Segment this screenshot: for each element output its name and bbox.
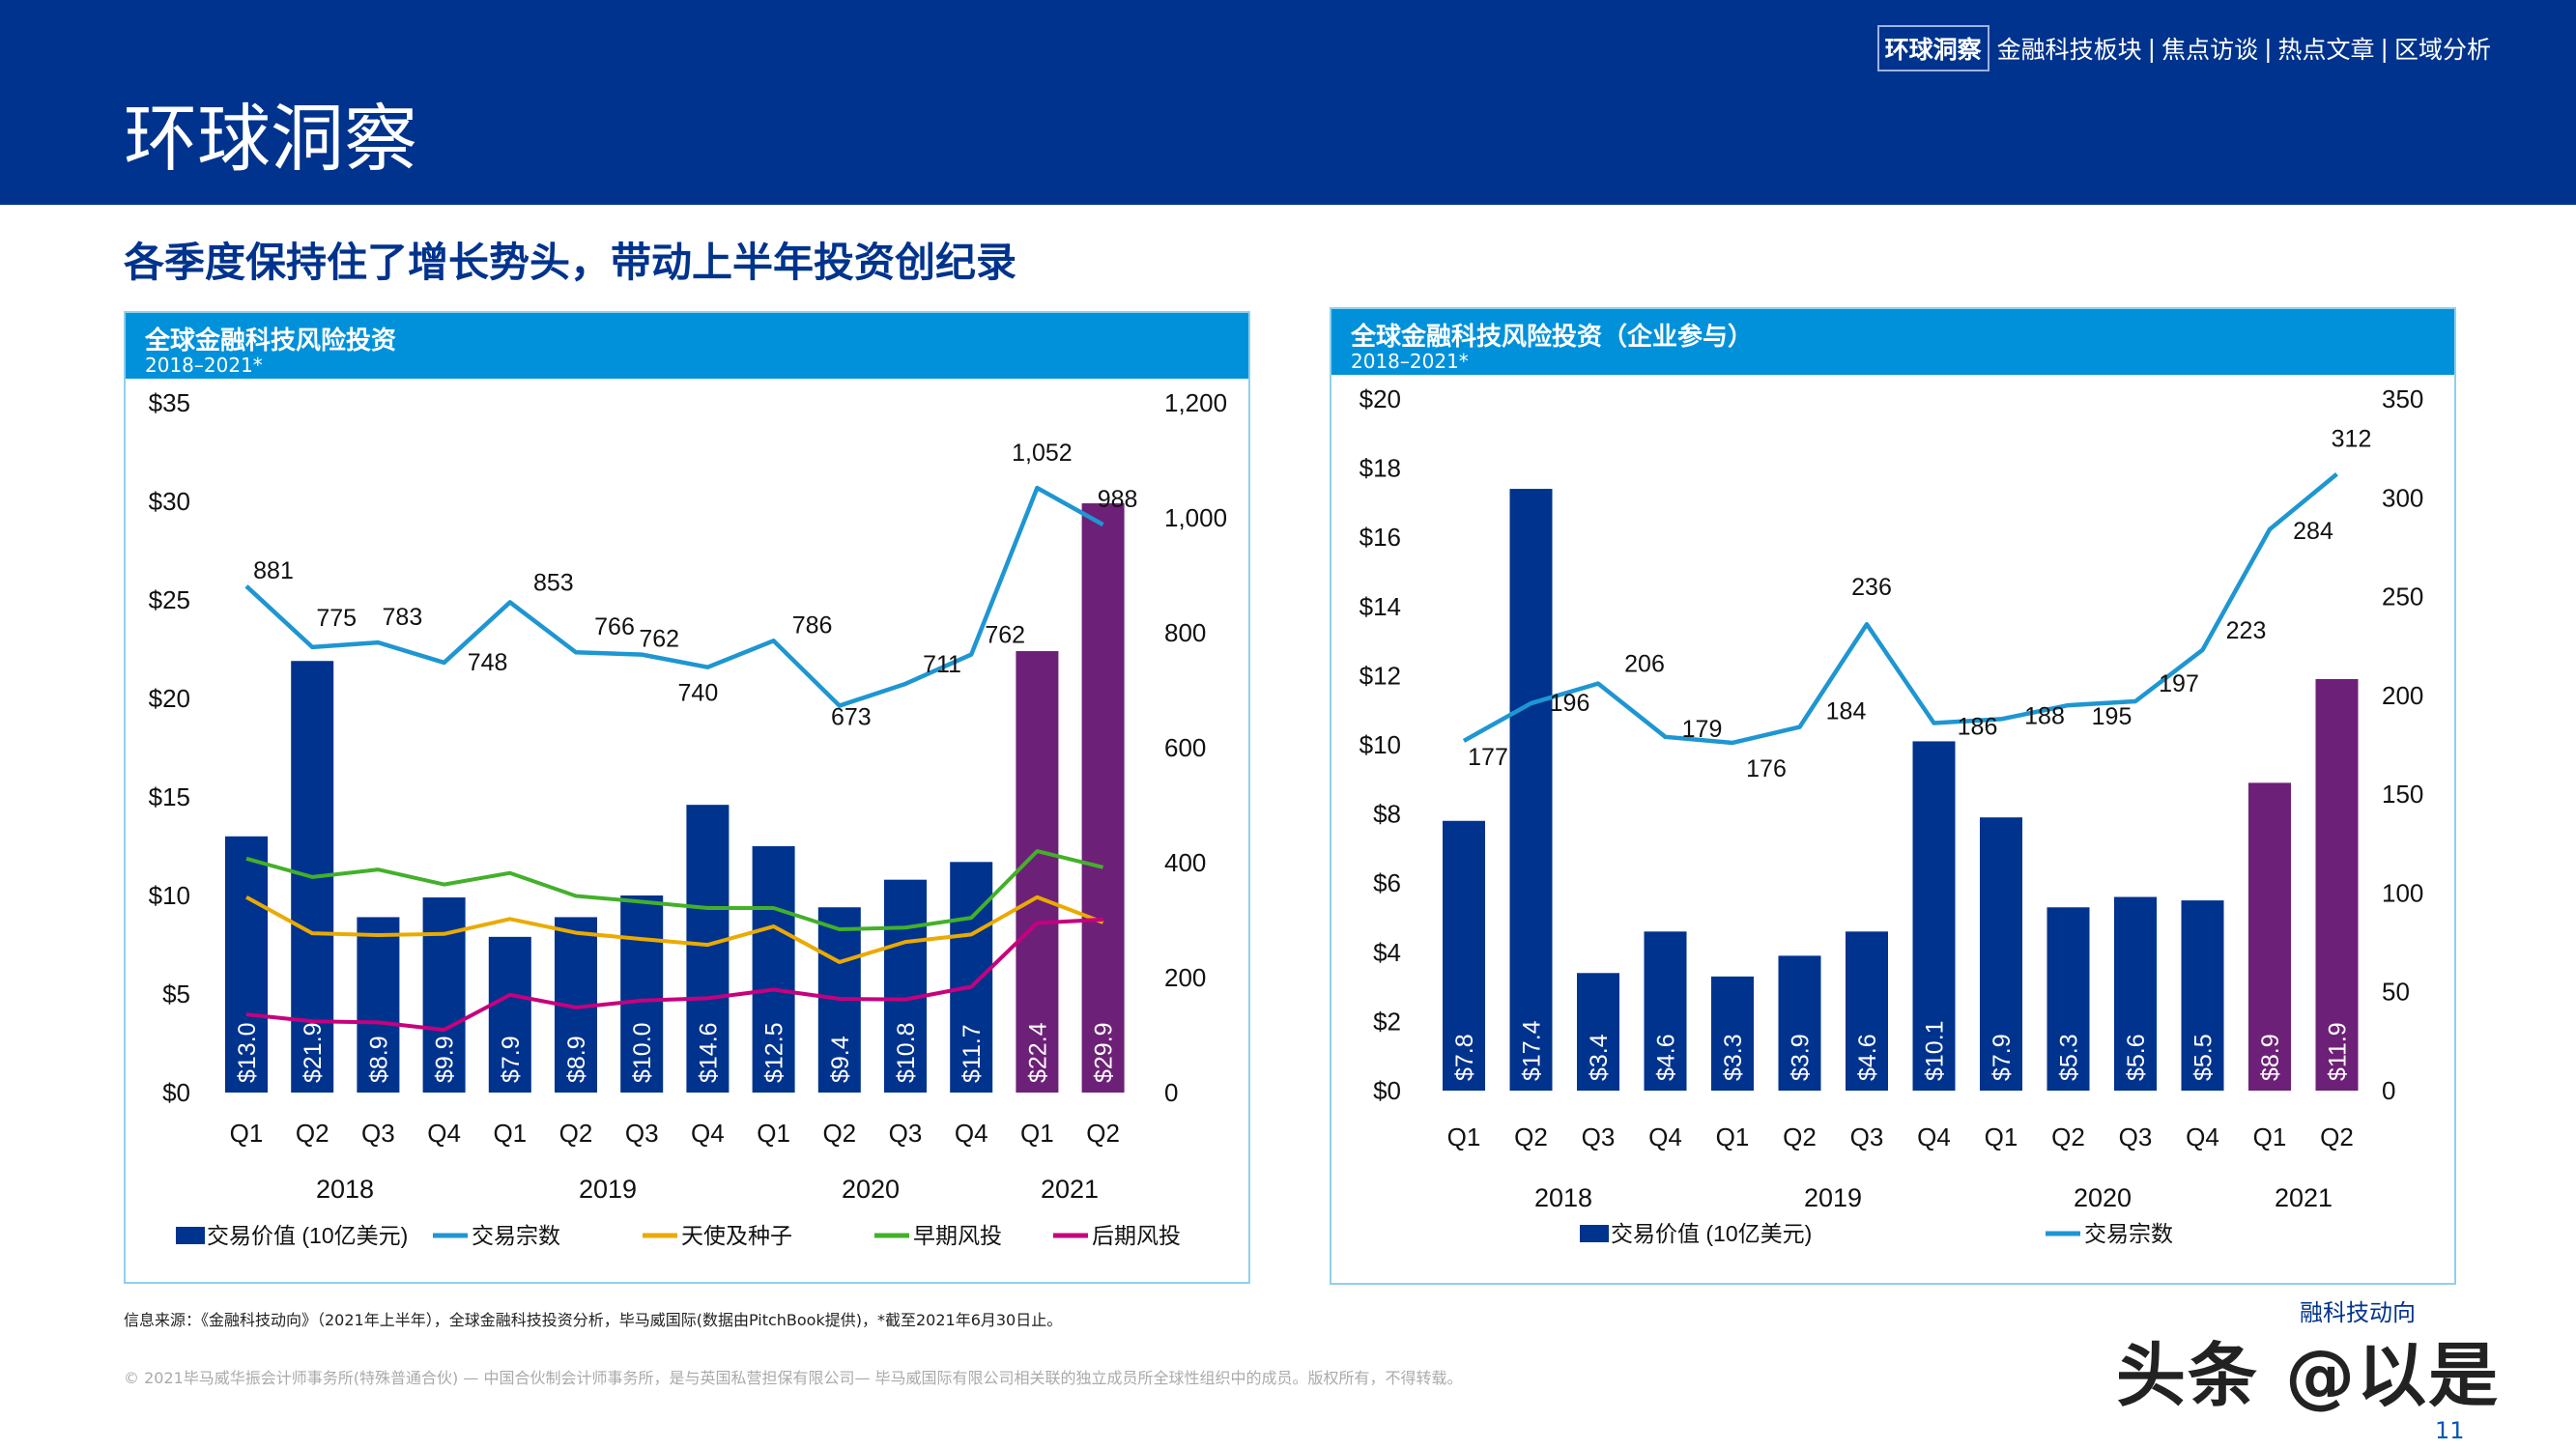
section-heading: 各季度保持住了增长势头，带动上半年投资创纪录 xyxy=(124,239,1017,286)
nav-separator: | xyxy=(2264,34,2273,63)
nav-item-hot-articles[interactable]: 热点文章 xyxy=(2277,36,2375,64)
panel-header: 全球金融科技风险投资 2018–2021* xyxy=(126,313,1248,379)
nav-item-interviews[interactable]: 焦点访谈 xyxy=(2161,36,2259,64)
page-title: 环球洞察 xyxy=(124,96,417,182)
nav-item-regional[interactable]: 区域分析 xyxy=(2393,36,2491,64)
header-band: 环球洞察 环球洞察 金融科技板块 | 焦点访谈 | 热点文章 | 区域分析 xyxy=(0,0,2576,205)
watermark: 头条 @以是 xyxy=(2116,1335,2501,1416)
source-note: 信息来源：《金融科技动向》（2021年上半年），全球金融科技投资分析，毕马威国际… xyxy=(124,1311,1063,1329)
nav-item-global-insight[interactable]: 环球洞察 xyxy=(1876,25,1989,71)
nav-separator: | xyxy=(2380,34,2389,63)
chart-subtitle: 2018–2021* xyxy=(1351,350,1469,373)
brand-label: 融科技动向 xyxy=(2300,1299,2416,1326)
copyright-note: © 2021毕马威华振会计师事务所(特殊普通合伙) — 中国合伙制会计师事务所，… xyxy=(124,1369,1463,1387)
chart-panel-global: 全球金融科技风险投资 2018–2021* xyxy=(124,311,1250,1284)
chart-title: 全球金融科技风险投资（企业参与） xyxy=(1351,323,1754,352)
chart-subtitle: 2018–2021* xyxy=(145,354,263,377)
panel-header: 全球金融科技风险投资（企业参与） 2018–2021* xyxy=(1331,309,2454,375)
top-nav: 环球洞察 金融科技板块 | 焦点访谈 | 热点文章 | 区域分析 xyxy=(1876,25,2491,71)
chart-panel-corporate: 全球金融科技风险投资（企业参与） 2018–2021* xyxy=(1330,307,2456,1285)
chart-title: 全球金融科技风险投资 xyxy=(145,327,397,355)
nav-separator: | xyxy=(2147,34,2157,63)
page-number: 11 xyxy=(2435,1417,2465,1444)
nav-item-fintech-sector[interactable]: 金融科技板块 xyxy=(1996,36,2142,64)
